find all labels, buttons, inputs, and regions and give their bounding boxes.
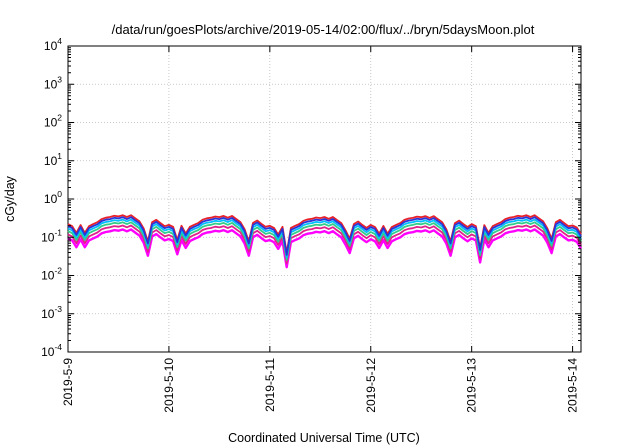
chart-title: /data/run/goesPlots/archive/2019-05-14/0…: [112, 22, 535, 37]
y-tick-label: 10-3: [41, 304, 62, 321]
y-tick-label: 10-4: [41, 342, 62, 359]
y-tick-base: 10: [44, 39, 58, 53]
x-tick-label: 2019-5-14: [566, 358, 580, 413]
series-line-3: [67, 221, 582, 261]
series-line-6: [67, 216, 582, 256]
y-tick-exponent: 2: [57, 113, 62, 123]
y-tick-exponent: -2: [54, 266, 62, 276]
y-tick-base: 10: [41, 230, 55, 244]
plot-frame: [67, 45, 582, 353]
x-axis-ticks: 2019-5-9 2019-5-10 2019-5-11 2019-5-12 2019-…: [61, 46, 580, 413]
x-tick-label: 2019-5-9: [61, 358, 75, 406]
y-tick-exponent: 4: [57, 36, 62, 46]
grid: [68, 46, 581, 352]
series-group: [67, 214, 583, 269]
y-tick-label: 101: [44, 151, 62, 168]
y-tick-label: 102: [44, 113, 62, 130]
y-tick-base: 10: [41, 307, 55, 321]
series-line-1: [67, 228, 583, 269]
y-tick-exponent: -4: [54, 342, 62, 352]
x-tick-label: 2019-5-13: [465, 358, 479, 413]
y-tick-exponent: 3: [57, 74, 62, 84]
series-line-5: [67, 214, 582, 254]
y-axis-label: cGy/day: [3, 175, 17, 222]
x-axis-label: Coordinated Universal Time (UTC): [228, 431, 420, 445]
y-tick-base: 10: [44, 116, 58, 130]
y-tick-exponent: 1: [57, 151, 62, 161]
y-tick-label: 10-1: [41, 227, 62, 244]
x-tick-label: 2019-5-11: [263, 358, 277, 412]
x-tick-label: 2019-5-12: [364, 358, 378, 413]
y-tick-base: 10: [44, 77, 58, 91]
y-tick-label: 103: [44, 74, 62, 91]
y-tick-exponent: -3: [54, 304, 62, 314]
y-tick-base: 10: [41, 269, 55, 283]
y-tick-base: 10: [41, 345, 55, 359]
series-line-4: [67, 218, 582, 259]
y-tick-exponent: -1: [54, 227, 62, 237]
y-tick-label: 100: [44, 189, 62, 206]
x-tick-label: 2019-5-10: [162, 358, 176, 413]
y-tick-label: 10-2: [41, 266, 62, 283]
y-tick-label: 104: [44, 36, 62, 53]
y-tick-base: 10: [44, 154, 58, 168]
series-line-2: [67, 224, 582, 265]
y-tick-exponent: 0: [57, 189, 62, 199]
y-tick-base: 10: [44, 192, 58, 206]
